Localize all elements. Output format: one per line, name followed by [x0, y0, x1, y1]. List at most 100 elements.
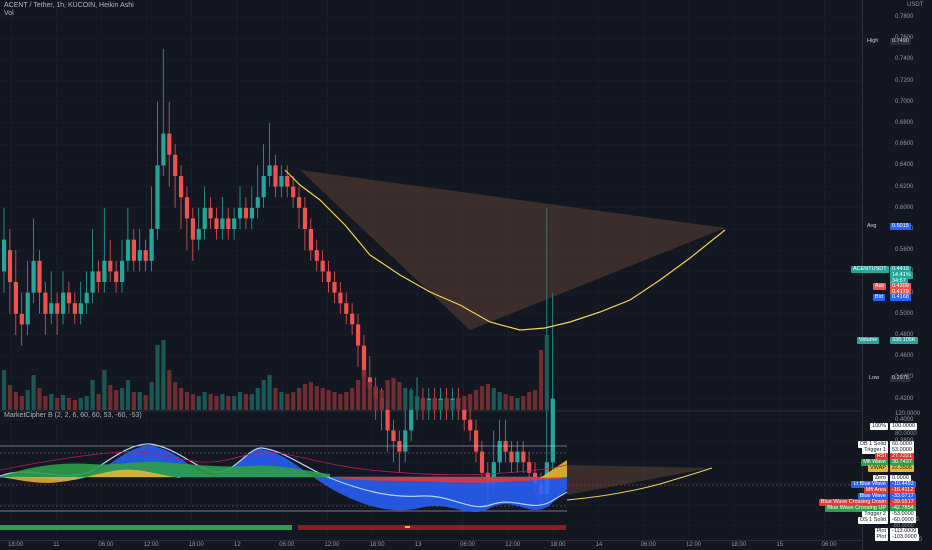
volume-bar-down [226, 396, 231, 410]
symbol-change-value: 14.41% [890, 272, 913, 279]
oscillator-series-value: 22.3505 [890, 465, 914, 472]
volume-bar-down [474, 390, 479, 410]
bear-candle-body [143, 250, 148, 261]
bid-label: Bid [873, 294, 885, 301]
avg-label: Avg [867, 223, 877, 229]
oscillator-series-label: Trigger 1 [862, 447, 888, 454]
oscillator-series-label: Lt Blue Wave [851, 481, 888, 488]
bull-candle-body [515, 451, 520, 463]
vwap-area [0, 469, 180, 483]
price-tick-label: 0.6800 [895, 120, 914, 126]
bear-candle-body [19, 313, 24, 325]
bear-candle-body [208, 207, 213, 219]
volume-bar-down [503, 394, 508, 410]
time-tick-label: 06:00 [98, 542, 114, 548]
volume-bar-down [350, 388, 355, 410]
price-tick-label: 0.6200 [895, 183, 914, 190]
high-label: High [867, 38, 879, 44]
chart-legend: ACENT / Tether, 1h, KUCOIN, Heikin Ashi … [4, 2, 134, 18]
price-tick-label: 0.7200 [895, 77, 914, 84]
volume-bar-up [255, 388, 260, 410]
volume-bar-down [96, 394, 101, 410]
oscillator-legend[interactable]: MarketCipher B (2, 2, 6, 60, 60, 53, -60… [4, 412, 142, 419]
oscillator-series-value: -39.5517 [890, 499, 916, 506]
price-tick-label: 0.7800 [895, 14, 914, 20]
volume-bar-up [544, 335, 549, 410]
volume-bar-down [432, 398, 437, 410]
volume-bar-down [167, 370, 172, 410]
bear-candle-body [326, 271, 331, 282]
volume-legend[interactable]: Vol [4, 10, 14, 17]
bull-candle-body [249, 207, 254, 219]
volume-bar-down [397, 382, 402, 410]
bull-candle-body [403, 430, 408, 452]
bull-candle-body [261, 176, 266, 198]
signal-marker [405, 526, 410, 528]
volume-value: 338.105K [890, 337, 918, 344]
bear-candle-body [521, 451, 526, 463]
bull-candle-body [31, 260, 36, 293]
bull-candle-body [550, 398, 555, 463]
volume-bar-up [125, 380, 131, 410]
volume-bar-down [55, 398, 60, 410]
volume-bar-up [261, 380, 266, 410]
volume-bar-down [214, 396, 219, 410]
bear-candle-body [190, 218, 195, 240]
oscillator-tick-label: 80.0000 [895, 431, 917, 437]
bull-candle-body [84, 292, 89, 304]
price-tick-label: 0.4000 [895, 416, 914, 423]
time-tick-label: 12:00 [324, 542, 340, 548]
bull-candle-body [161, 133, 166, 166]
oscillator-series-value: -113.0000 [890, 528, 919, 535]
volume-bar-down [19, 396, 24, 410]
bull-candle-body [25, 292, 30, 325]
volume-bar-down [297, 388, 302, 410]
volume-bar-down [367, 382, 372, 410]
bear-candle-body [297, 197, 302, 208]
oscillator-series-value: -60.0000 [890, 517, 916, 524]
bear-candle-body [468, 419, 473, 431]
symbol-title[interactable]: ACENT / Tether, 1h, KUCOIN, Heikin Ashi [4, 2, 134, 9]
volume-bar-down [7, 385, 13, 410]
bear-candle-body [474, 430, 479, 452]
volume-bar-down [208, 394, 213, 410]
time-tick-label: 15 [776, 542, 784, 548]
volume-bar-down [173, 382, 178, 410]
volume-bar-up [149, 382, 154, 410]
price-chart-canvas[interactable] [0, 0, 862, 548]
bull-candle-body [61, 292, 66, 314]
price-tick-label: 0.7000 [895, 98, 914, 105]
volume-bar-down [179, 388, 184, 410]
bear-candle-body [43, 292, 48, 314]
volume-bar-up [2, 370, 7, 410]
volume-label: Volume [857, 337, 880, 344]
volume-bar-down [468, 394, 473, 410]
volume-bar-up [403, 388, 408, 410]
volume-bar-down [332, 392, 337, 410]
volume-bar-down [420, 398, 426, 410]
volume-bar-up [31, 375, 36, 410]
volume-bar-up [61, 395, 66, 410]
volume-bar-up [196, 396, 201, 410]
triangle-drawing [300, 170, 725, 330]
bull-candle-body [409, 409, 414, 431]
oscillator-series-value: -42.7854 [890, 505, 916, 512]
bear-candle-body [308, 229, 313, 251]
rsi-line [0, 451, 568, 476]
oscillator-series-label: Mfi Area [863, 487, 888, 494]
oscillator-series-value: 0.0000 [890, 475, 911, 482]
bull-candle-body [149, 229, 154, 261]
ask-value: 0.4209 [890, 283, 911, 290]
volume-bar-down [456, 398, 461, 410]
price-axis[interactable]: USDT 0.78000.76000.74000.72000.70000.680… [818, 0, 932, 550]
vwap-area-recent [540, 460, 567, 478]
oscillator-series-label: Trigger 2 [862, 511, 888, 518]
bear-candle-body [385, 409, 390, 431]
price-tick-label: 0.5600 [895, 247, 914, 254]
volume-bar-up [497, 392, 502, 410]
volume-bar-down [509, 396, 514, 410]
time-axis[interactable]: 18:00 11 06:00 12:00 18:00 12 06:00 12:00 18:00 1… [0, 540, 862, 550]
price-tick-label: 0.6600 [895, 141, 914, 148]
oscillator-series-label: Plot [874, 528, 888, 535]
